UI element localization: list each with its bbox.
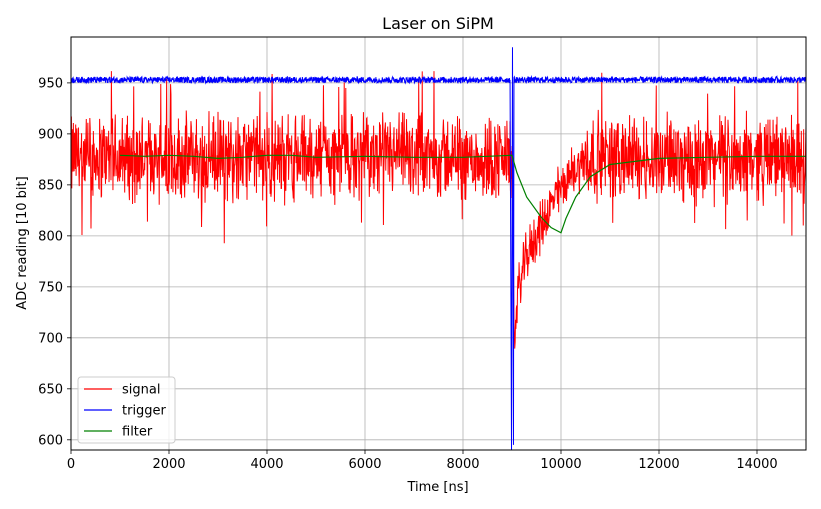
x-axis-label: Time [ns] [406, 480, 468, 495]
y-tick-label: 900 [38, 127, 63, 142]
chart-title: Laser on SiPM [382, 14, 494, 33]
y-tick-label: 650 [38, 382, 63, 397]
legend-label-filter: filter [122, 425, 153, 440]
x-tick-label: 14000 [736, 457, 777, 472]
y-tick-label: 950 [38, 76, 63, 91]
y-tick-label: 750 [38, 280, 63, 295]
y-tick-label: 850 [38, 178, 63, 193]
x-tick-label: 10000 [540, 457, 581, 472]
y-axis-label: ADC reading [10 bit] [15, 176, 30, 309]
y-tick-label: 600 [38, 433, 63, 448]
x-tick-label: 0 [67, 457, 75, 472]
x-tick-label: 2000 [152, 457, 185, 472]
legend-box [77, 376, 176, 444]
x-tick-label: 12000 [638, 457, 679, 472]
plot-frame [70, 36, 807, 451]
y-tick-label: 800 [38, 229, 63, 244]
x-tick-label: 4000 [250, 457, 283, 472]
series-trigger-line [70, 47, 807, 451]
series-filter-line [119, 154, 806, 234]
x-tick-label: 8000 [446, 457, 479, 472]
legend-label-signal: signal [122, 383, 160, 398]
legend-label-trigger: trigger [122, 404, 167, 419]
y-tick-label: 700 [38, 331, 63, 346]
series-layer [70, 47, 807, 451]
legend: signal trigger filter [77, 376, 176, 444]
ticks: 0 2000 4000 6000 8000 10000 12000 14000 600 650 70… [38, 76, 778, 472]
series-signal-line [70, 71, 807, 349]
x-tick-label: 6000 [348, 457, 381, 472]
